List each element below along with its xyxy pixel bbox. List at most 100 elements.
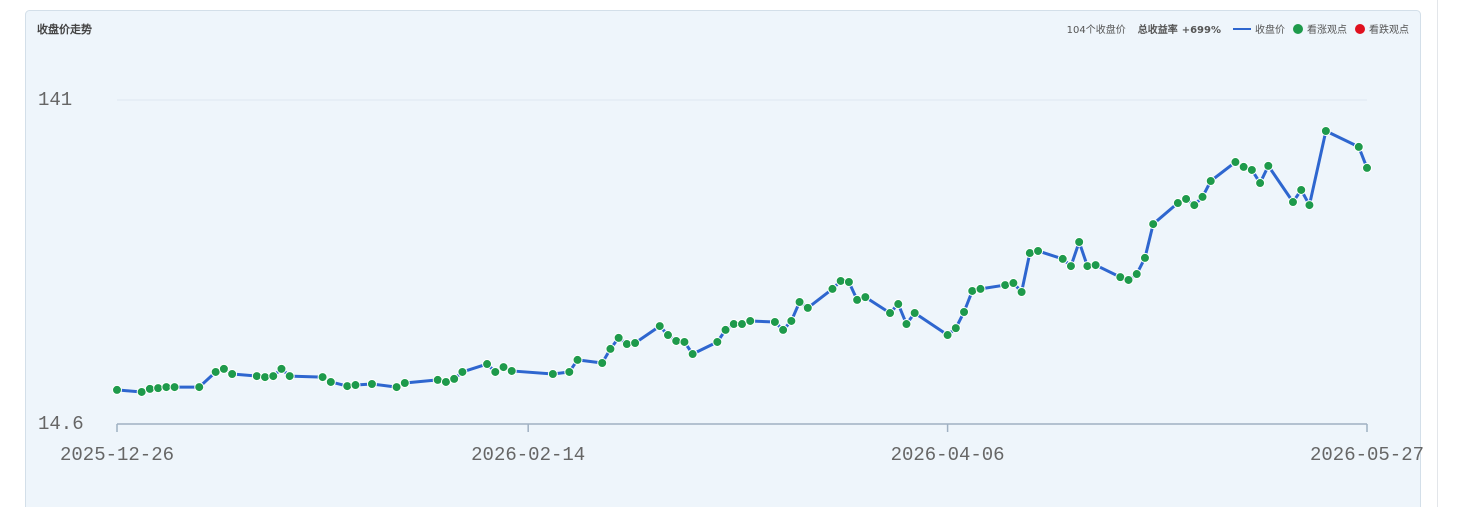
price-point [1000,280,1011,291]
x-tick-label: 2025-12-26 [60,444,174,466]
x-tick-label: 2026-05-27 [1310,444,1424,466]
price-point [1255,178,1266,189]
legend-marker [1293,24,1303,34]
price-point [498,362,509,373]
price-point [1320,126,1331,137]
price-point [630,338,641,348]
price-point [490,366,501,377]
price-point [1189,200,1200,211]
point-count: 104个收盘价 [1067,23,1126,36]
price-point [901,319,912,330]
price-point [662,330,673,341]
price-point [1024,248,1035,259]
price-point [153,383,164,394]
legend-label: 看跌观点 [1369,23,1409,36]
price-point [893,299,904,310]
price-point [1172,198,1183,209]
price-point [276,363,287,374]
price-point [440,376,451,387]
price-point [260,372,271,383]
price-point [671,335,682,346]
price-point [605,343,616,354]
price-point [1008,278,1019,289]
price-point [432,374,443,385]
price-point [1205,176,1216,186]
price-point [959,306,970,317]
price-point [366,379,377,390]
price-point [1181,193,1192,204]
price-point [885,308,896,319]
price-point [827,283,838,294]
price-point [728,319,739,330]
price-point [169,382,180,393]
price-point [1065,261,1076,272]
price-point [144,383,155,394]
price-point [843,276,854,287]
price-point [1074,237,1085,248]
price-point [194,382,205,393]
price-point [1131,269,1142,280]
price-point [654,321,665,332]
price-point [1230,157,1241,168]
price-point [1139,252,1150,263]
price-point [720,324,731,335]
x-tick-label: 2026-04-06 [891,444,1005,466]
price-point [737,319,747,330]
price-point [950,323,961,334]
legend-marker [1355,24,1365,34]
price-point [449,373,460,384]
price-point [1362,162,1372,173]
price-point [909,308,920,319]
price-point [786,315,797,326]
price-point [547,369,558,380]
price-point [1123,274,1134,285]
price-point [802,302,813,313]
price-point [572,354,583,365]
price-point [112,384,122,395]
price-point [1238,161,1249,172]
y-tick-label: 141 [38,89,72,111]
price-point [284,371,295,382]
price-point [769,316,780,327]
price-point [679,336,690,347]
price-point [399,377,410,388]
price-point [712,336,723,347]
price-point [325,376,336,387]
price-point [210,366,221,377]
price-point [1148,219,1159,230]
price-point [621,339,632,350]
x-tick-label: 2026-02-14 [471,444,585,466]
price-point [482,359,493,370]
price-point [251,371,262,382]
price-point [1057,253,1068,264]
legend-label: 看涨观点 [1307,23,1347,36]
total-return-label: 总收益率 [1138,23,1178,36]
price-point [852,294,863,305]
price-point [613,332,624,343]
price-point [1082,261,1093,272]
price-point [1197,191,1208,202]
price-point [161,382,172,393]
y-tick-label: 14.6 [38,413,84,435]
price-point [860,292,871,303]
price-point [1353,141,1364,152]
price-point [597,357,608,368]
price-point [975,283,986,294]
price-point [1115,272,1126,283]
chart-title: 收盘价走势 [37,22,92,36]
price-point [687,349,698,360]
price-point [227,369,238,380]
price-point [268,371,279,382]
legend: 看跌观点 看涨观点 收盘价 +699% 总收益率 104个收盘价 [1067,23,1409,36]
price-point [1287,197,1298,208]
price-point [1296,184,1307,195]
price-point [745,315,756,326]
price-point [350,380,361,391]
price-point [136,386,147,397]
price-point [391,382,402,393]
price-point [1090,260,1101,271]
price-point [835,275,846,286]
price-point [942,330,953,341]
price-point [342,381,353,392]
